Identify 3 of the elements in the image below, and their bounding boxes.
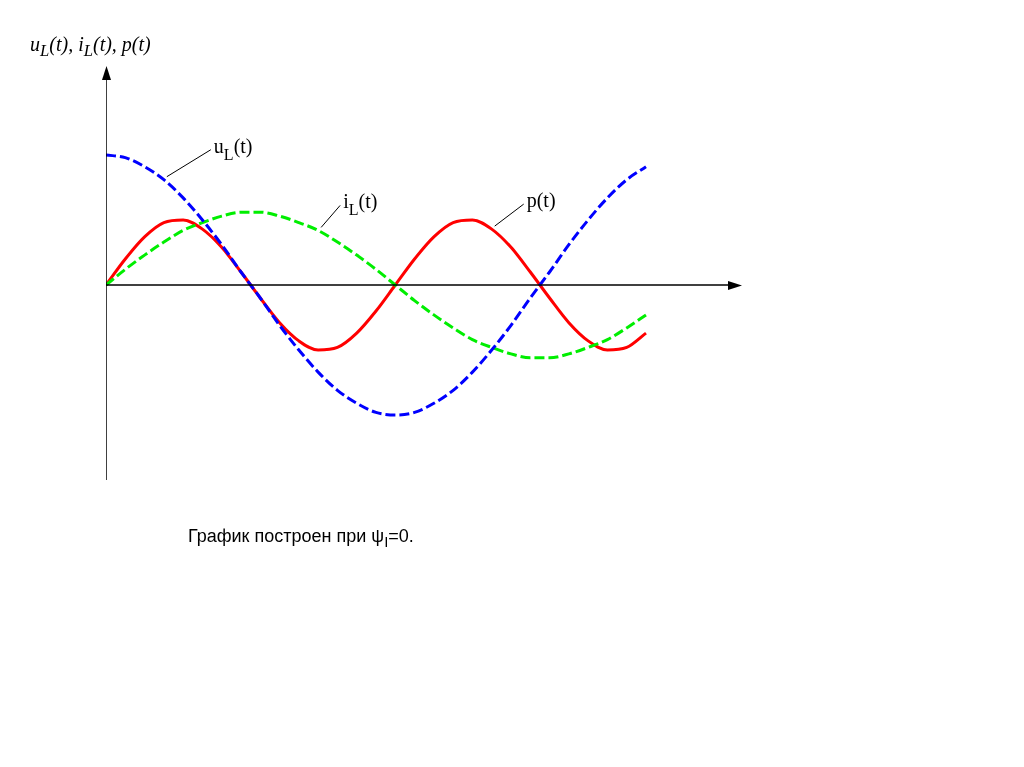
text: График построен при ψ$_{I}$=0.: [188, 526, 414, 550]
series-label: p(t): [526, 189, 556, 213]
y-axis-title: u$_{L}$(t), i$_{L}$(t), p(t): [30, 33, 151, 61]
